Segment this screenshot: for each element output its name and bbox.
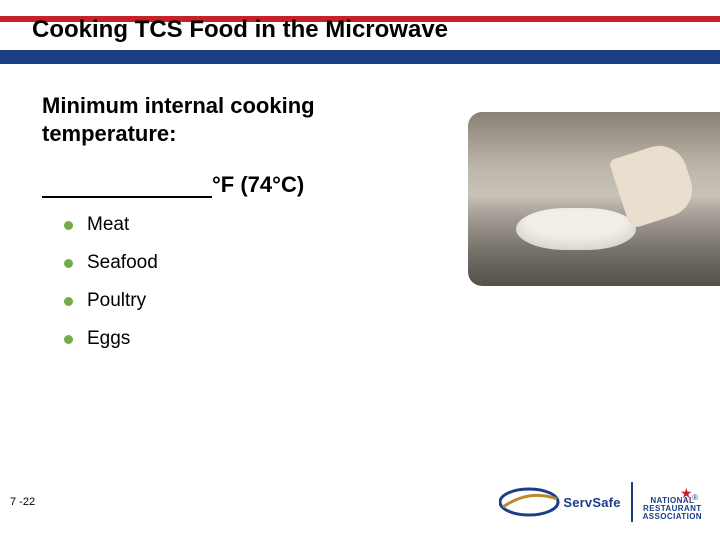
servsafe-swoosh-icon bbox=[499, 485, 561, 519]
slide-title: Cooking TCS Food in the Microwave bbox=[32, 16, 448, 44]
list-item: Seafood bbox=[64, 252, 158, 274]
blank-temperature-line: °F (74°C) bbox=[42, 172, 304, 198]
servsafe-text: ServSafe bbox=[563, 495, 620, 510]
title-bar: Cooking TCS Food in the Microwave bbox=[0, 16, 720, 60]
list-item: Meat bbox=[64, 214, 158, 236]
blank-suffix: °F (74°C) bbox=[212, 172, 304, 197]
list-item-label: Poultry bbox=[87, 290, 146, 312]
bullet-icon bbox=[64, 297, 73, 306]
servsafe-logo: ServSafe bbox=[499, 485, 620, 519]
logo-divider bbox=[631, 482, 633, 522]
list-item: Eggs bbox=[64, 328, 158, 350]
page-number: 7 -22 bbox=[10, 496, 35, 508]
food-list: Meat Seafood Poultry Eggs bbox=[64, 214, 158, 366]
list-item-label: Eggs bbox=[87, 328, 130, 350]
bullet-icon bbox=[64, 221, 73, 230]
registered-mark: ® bbox=[692, 493, 698, 502]
microwave-photo bbox=[468, 112, 720, 286]
subtitle: Minimum internal cooking temperature: bbox=[42, 92, 315, 147]
list-item: Poultry bbox=[64, 290, 158, 312]
subtitle-line1: Minimum internal cooking bbox=[42, 93, 315, 118]
slide: Cooking TCS Food in the Microwave Minimu… bbox=[0, 0, 720, 540]
nra-line3: ASSOCIATION bbox=[643, 513, 702, 521]
nra-logo: ★ NATIONAL RESTAURANT ASSOCIATION bbox=[643, 483, 702, 521]
footer-logos: ServSafe ★ NATIONAL RESTAURANT ASSOCIATI… bbox=[499, 482, 702, 522]
list-item-label: Meat bbox=[87, 214, 129, 236]
star-icon: ★ bbox=[680, 486, 693, 500]
subtitle-line2: temperature: bbox=[42, 121, 176, 146]
blank-underline bbox=[42, 176, 212, 198]
list-item-label: Seafood bbox=[87, 252, 158, 274]
bullet-icon bbox=[64, 335, 73, 344]
title-blue-stripe bbox=[0, 50, 720, 64]
bullet-icon bbox=[64, 259, 73, 268]
